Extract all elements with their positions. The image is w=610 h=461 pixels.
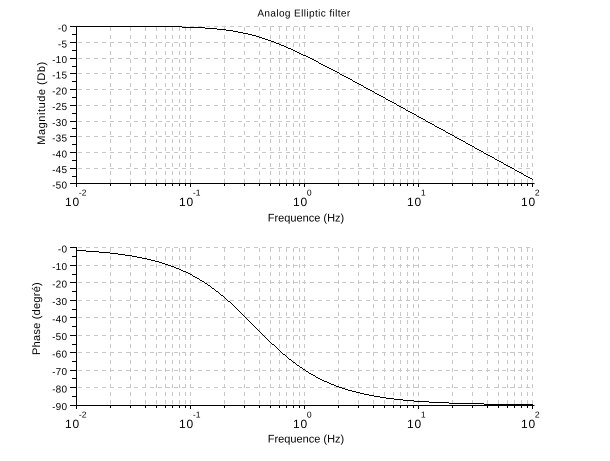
svg-text:10: 10 [293,195,308,209]
svg-text:Frequence (Hz): Frequence (Hz) [268,213,344,225]
svg-text:2: 2 [535,410,540,420]
svg-text:-90: -90 [52,402,67,413]
svg-text:0: 0 [307,410,312,420]
svg-text:10: 10 [179,195,194,209]
svg-text:2: 2 [535,187,540,197]
svg-text:-45: -45 [52,165,67,176]
svg-text:-35: -35 [52,134,67,145]
svg-text:-20: -20 [52,280,67,291]
svg-text:1: 1 [421,187,426,197]
svg-text:-40: -40 [52,149,67,160]
svg-text:10: 10 [65,417,80,431]
svg-text:10: 10 [407,417,422,431]
svg-text:-5: -5 [58,39,68,50]
svg-text:-10: -10 [52,262,67,273]
svg-text:10: 10 [521,195,536,209]
svg-text:-40: -40 [52,315,67,326]
svg-text:10: 10 [293,417,308,431]
svg-text:-60: -60 [52,350,67,361]
svg-text:Magnitude (Db): Magnitude (Db) [36,61,48,145]
svg-text:-15: -15 [52,71,67,82]
svg-text:-80: -80 [52,385,67,396]
svg-text:-50: -50 [52,332,67,343]
svg-text:-20: -20 [52,86,67,97]
svg-text:1: 1 [421,410,426,420]
svg-text:0: 0 [307,187,312,197]
svg-text:-30: -30 [52,118,67,129]
svg-text:Frequence (Hz): Frequence (Hz) [268,434,344,446]
svg-text:-1: -1 [193,410,201,420]
svg-text:-2: -2 [79,410,87,420]
svg-text:-0: -0 [58,24,68,35]
svg-text:-10: -10 [52,55,67,66]
svg-text:Analog Elliptic filter: Analog Elliptic filter [257,8,351,19]
svg-text:-25: -25 [52,102,67,113]
svg-text:10: 10 [521,417,536,431]
svg-text:-70: -70 [52,367,67,378]
svg-text:10: 10 [179,417,194,431]
svg-text:-2: -2 [79,187,87,197]
svg-text:10: 10 [65,195,80,209]
svg-text:10: 10 [407,195,422,209]
svg-text:-0: -0 [58,245,68,256]
svg-text:-50: -50 [52,181,67,192]
svg-text:-30: -30 [52,297,67,308]
svg-text:Phase (degré): Phase (degré) [31,282,43,355]
svg-text:-1: -1 [193,187,201,197]
